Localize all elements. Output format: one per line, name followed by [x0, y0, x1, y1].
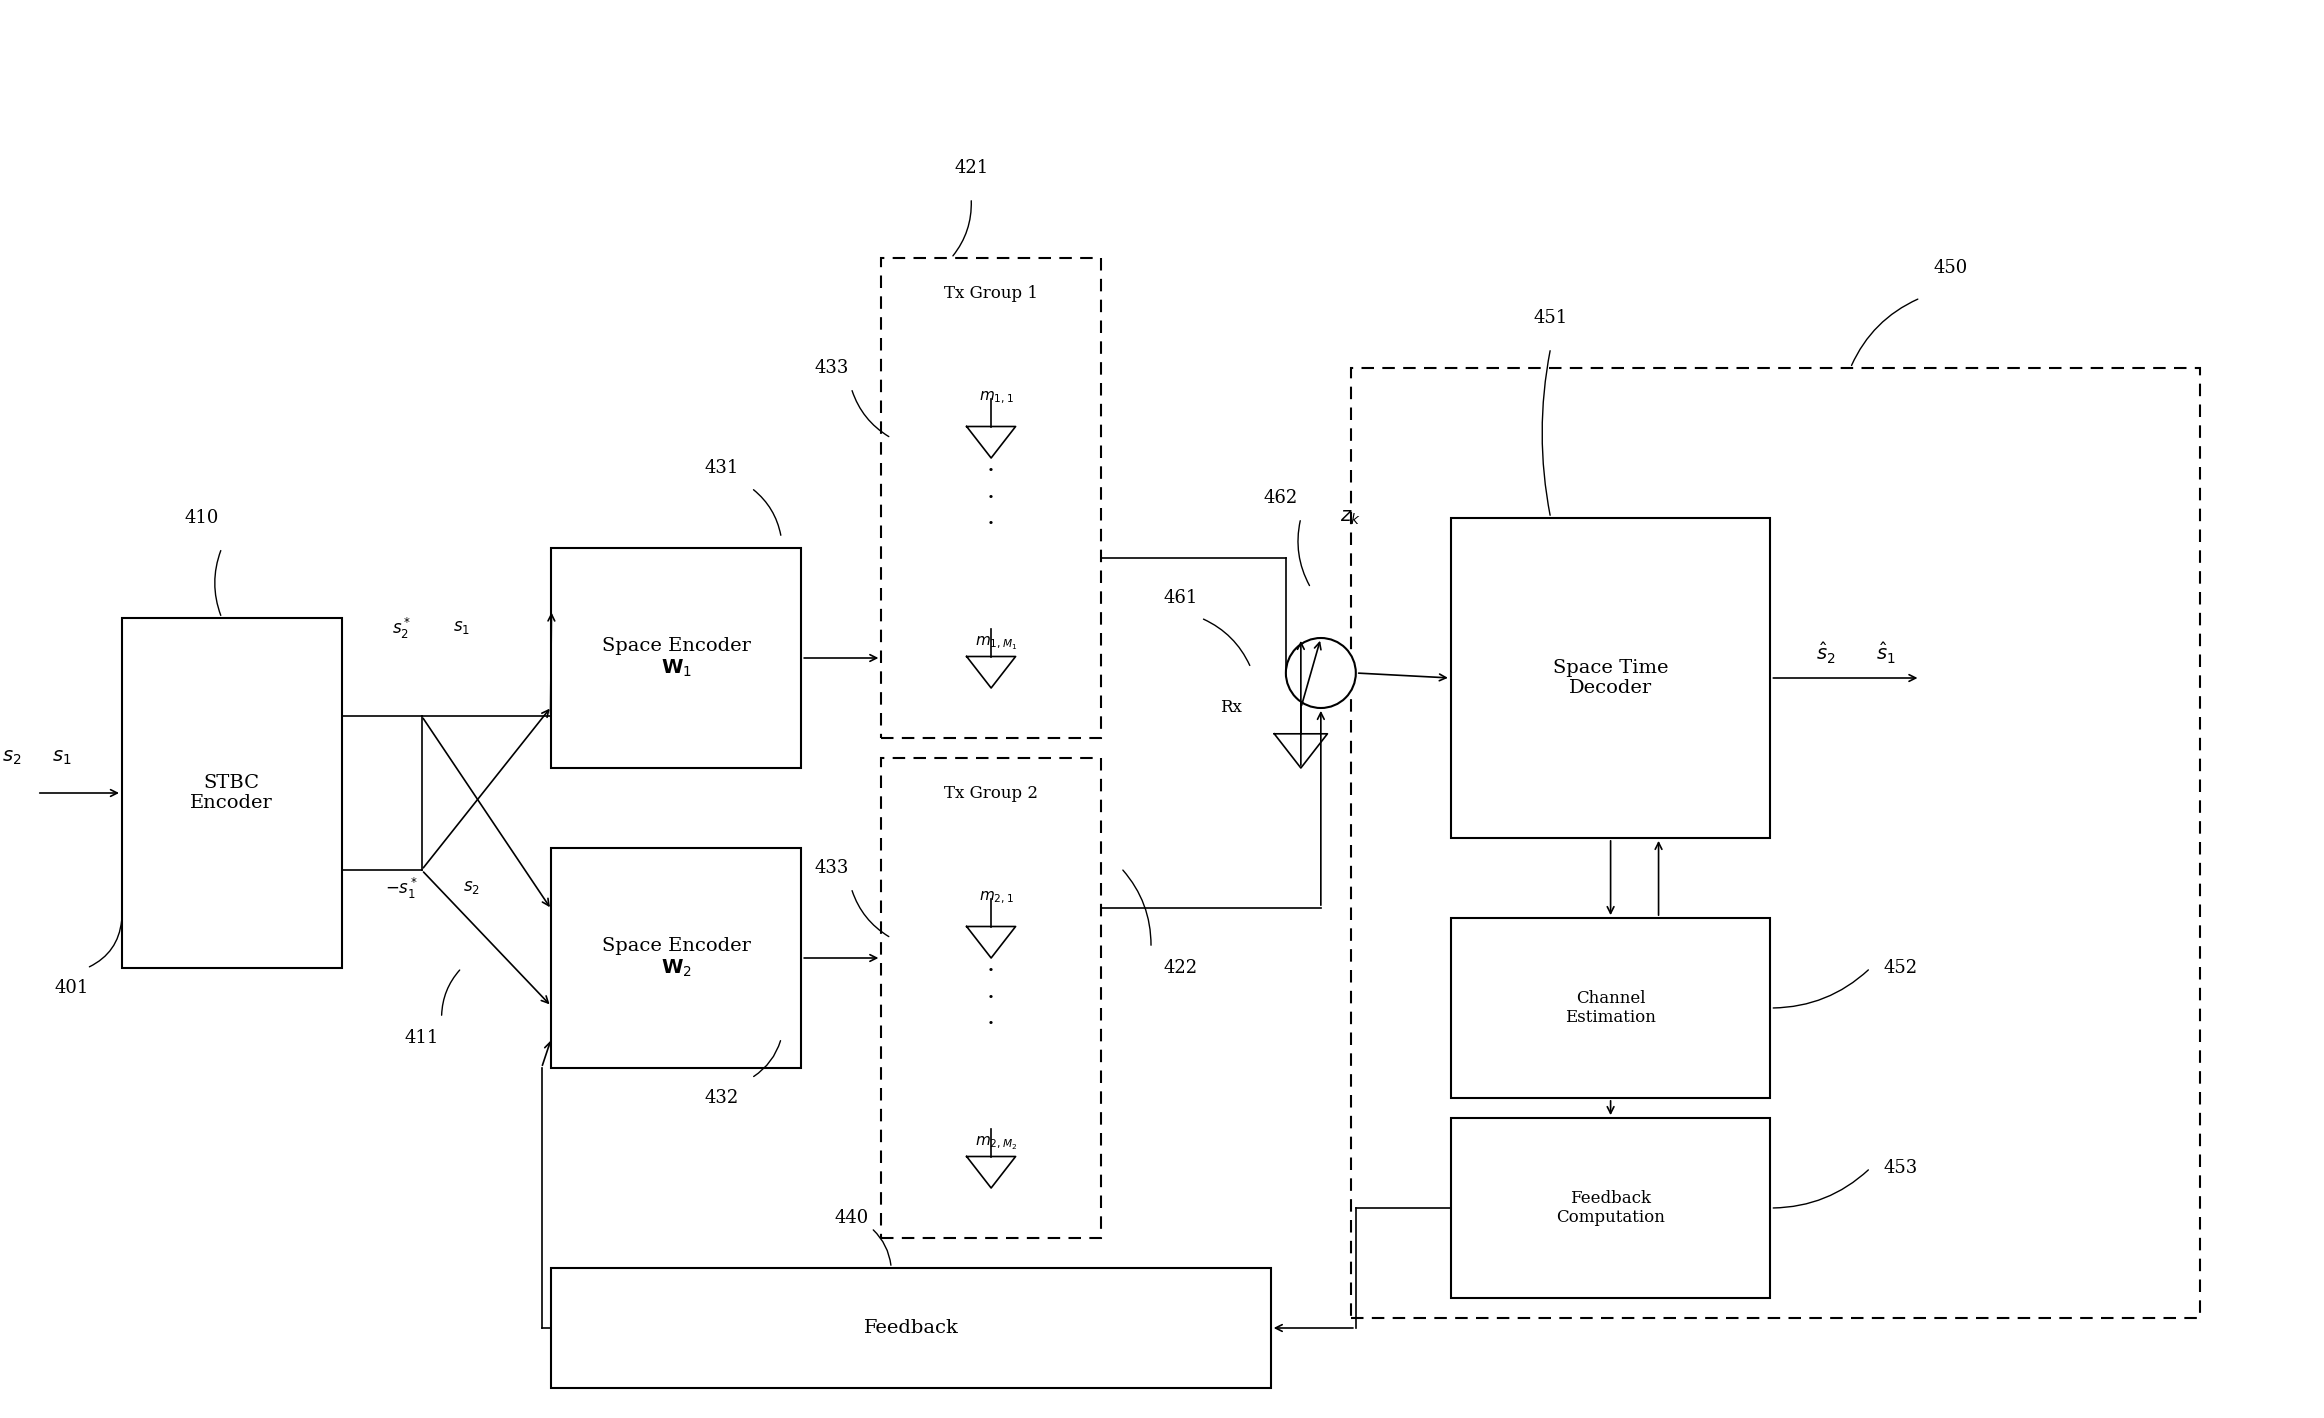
Text: 411: 411 [404, 1029, 439, 1046]
Text: $s_1$: $s_1$ [453, 620, 469, 637]
Text: 431: 431 [704, 459, 739, 476]
Text: 451: 451 [1534, 309, 1569, 328]
FancyBboxPatch shape [881, 759, 1102, 1238]
Text: ·
·
·: · · · [988, 459, 995, 536]
Text: 401: 401 [56, 978, 88, 997]
Text: $\hat{s}_2$: $\hat{s}_2$ [1815, 641, 1836, 665]
Text: Tx Group 2: Tx Group 2 [944, 784, 1039, 801]
Text: Space Time
Decoder: Space Time Decoder [1552, 658, 1669, 698]
Text: Channel
Estimation: Channel Estimation [1564, 990, 1657, 1027]
Text: 421: 421 [955, 159, 988, 177]
FancyBboxPatch shape [551, 547, 802, 769]
Text: $-s_1^*$: $-s_1^*$ [386, 875, 418, 900]
Text: Tx Group 1: Tx Group 1 [944, 285, 1039, 302]
Text: $m_{1,1}$: $m_{1,1}$ [978, 390, 1013, 406]
Text: $s_2$: $s_2$ [2, 749, 21, 767]
FancyBboxPatch shape [1450, 917, 1771, 1098]
Text: 462: 462 [1264, 489, 1299, 508]
Text: 433: 433 [813, 359, 848, 377]
FancyBboxPatch shape [1350, 369, 2201, 1317]
FancyBboxPatch shape [121, 618, 342, 968]
Text: ·
·
·: · · · [988, 960, 995, 1037]
Text: 453: 453 [1882, 1159, 1917, 1177]
Text: $m_{2,M_2}$: $m_{2,M_2}$ [976, 1134, 1018, 1151]
Text: 422: 422 [1164, 959, 1199, 977]
Text: 410: 410 [184, 509, 218, 527]
Text: 450: 450 [1934, 259, 1968, 277]
Text: 440: 440 [834, 1210, 869, 1227]
Text: Rx: Rx [1220, 699, 1241, 716]
Text: Feedback
Computation: Feedback Computation [1557, 1190, 1664, 1227]
Text: Feedback: Feedback [865, 1319, 957, 1337]
Text: $s_2^*$: $s_2^*$ [393, 615, 411, 641]
Text: 432: 432 [704, 1089, 739, 1107]
FancyBboxPatch shape [1450, 518, 1771, 838]
FancyBboxPatch shape [551, 1268, 1271, 1388]
Circle shape [1285, 638, 1355, 708]
Text: Space Encoder
$\mathbf{W}_2$: Space Encoder $\mathbf{W}_2$ [602, 937, 751, 980]
Text: $s_1$: $s_1$ [51, 749, 72, 767]
FancyBboxPatch shape [881, 258, 1102, 737]
Text: $\hat{s}_1$: $\hat{s}_1$ [1875, 641, 1896, 665]
Text: 461: 461 [1164, 588, 1199, 607]
Text: $m_{1,M_1}$: $m_{1,M_1}$ [976, 634, 1018, 652]
Text: $s_2$: $s_2$ [462, 879, 481, 896]
Text: 452: 452 [1882, 959, 1917, 977]
Text: $m_{2,1}$: $m_{2,1}$ [978, 891, 1013, 906]
Text: $z_k$: $z_k$ [1341, 509, 1362, 527]
Text: 433: 433 [813, 859, 848, 876]
Text: Space Encoder
$\mathbf{W}_1$: Space Encoder $\mathbf{W}_1$ [602, 637, 751, 679]
FancyBboxPatch shape [551, 848, 802, 1068]
Text: STBC
Encoder: STBC Encoder [191, 774, 274, 813]
FancyBboxPatch shape [1450, 1117, 1771, 1297]
